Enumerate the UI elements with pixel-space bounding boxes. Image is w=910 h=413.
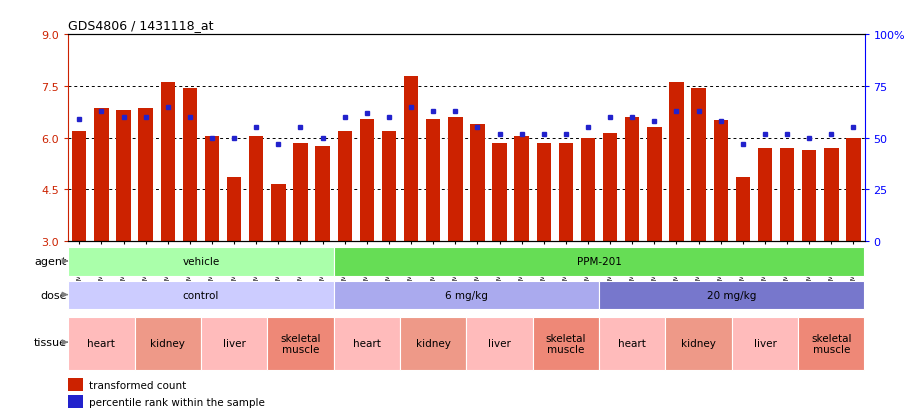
Bar <box>537 144 551 242</box>
Text: kidney: kidney <box>416 339 450 349</box>
Text: skeletal
muscle: skeletal muscle <box>546 333 586 354</box>
Text: transformed count: transformed count <box>89 380 187 389</box>
Bar <box>802 150 816 242</box>
Text: dose: dose <box>41 290 67 300</box>
Bar <box>68 317 135 370</box>
Bar <box>466 317 532 370</box>
Bar <box>713 121 728 242</box>
Bar <box>603 133 617 242</box>
Bar <box>514 137 529 242</box>
Text: percentile rank within the sample: percentile rank within the sample <box>89 396 265 407</box>
Bar <box>692 88 706 242</box>
Bar <box>758 149 773 242</box>
Text: heart: heart <box>618 339 646 349</box>
Bar <box>138 109 153 242</box>
Bar <box>599 281 864 309</box>
Text: agent: agent <box>35 256 67 266</box>
Text: 20 mg/kg: 20 mg/kg <box>707 290 756 300</box>
Bar <box>599 317 665 370</box>
Bar <box>268 317 334 370</box>
Text: vehicle: vehicle <box>182 257 219 267</box>
Bar <box>470 125 485 242</box>
Bar <box>205 137 219 242</box>
Bar <box>68 378 83 391</box>
Bar <box>183 88 197 242</box>
Bar <box>732 317 798 370</box>
Bar <box>334 247 864 276</box>
Bar <box>426 119 440 242</box>
Text: skeletal
muscle: skeletal muscle <box>280 333 320 354</box>
Bar <box>798 317 864 370</box>
Bar <box>670 83 683 242</box>
Bar <box>846 138 861 242</box>
Bar <box>581 138 595 242</box>
Bar <box>201 317 268 370</box>
Text: liver: liver <box>753 339 776 349</box>
Text: kidney: kidney <box>150 339 186 349</box>
Bar <box>448 118 462 242</box>
Bar <box>160 83 175 242</box>
Text: kidney: kidney <box>682 339 716 349</box>
Bar <box>227 178 241 242</box>
Bar <box>68 247 334 276</box>
Bar <box>404 76 419 242</box>
Bar <box>735 178 750 242</box>
Text: GDS4806 / 1431118_at: GDS4806 / 1431118_at <box>68 19 214 31</box>
Text: liver: liver <box>488 339 511 349</box>
Bar <box>116 111 131 242</box>
Bar <box>559 144 573 242</box>
Bar <box>647 128 662 242</box>
Bar <box>532 317 599 370</box>
Bar <box>135 317 201 370</box>
Bar <box>293 144 308 242</box>
Bar <box>824 149 838 242</box>
Bar <box>316 147 329 242</box>
Bar <box>492 144 507 242</box>
Bar <box>780 149 794 242</box>
Bar <box>95 109 108 242</box>
Bar <box>665 317 732 370</box>
Bar <box>359 119 374 242</box>
Bar <box>400 317 466 370</box>
Text: skeletal
muscle: skeletal muscle <box>811 333 852 354</box>
Text: liver: liver <box>223 339 246 349</box>
Bar <box>68 281 334 309</box>
Text: heart: heart <box>353 339 380 349</box>
Bar <box>625 118 640 242</box>
Text: heart: heart <box>87 339 116 349</box>
Bar <box>72 131 86 242</box>
Text: PPM-201: PPM-201 <box>577 257 622 267</box>
Bar <box>249 137 263 242</box>
Bar <box>271 185 286 242</box>
Bar <box>68 395 83 408</box>
Bar <box>338 131 352 242</box>
Bar <box>334 317 400 370</box>
Bar <box>382 131 396 242</box>
Text: control: control <box>183 290 219 300</box>
Bar <box>334 281 599 309</box>
Text: 6 mg/kg: 6 mg/kg <box>445 290 488 300</box>
Text: tissue: tissue <box>35 337 67 347</box>
